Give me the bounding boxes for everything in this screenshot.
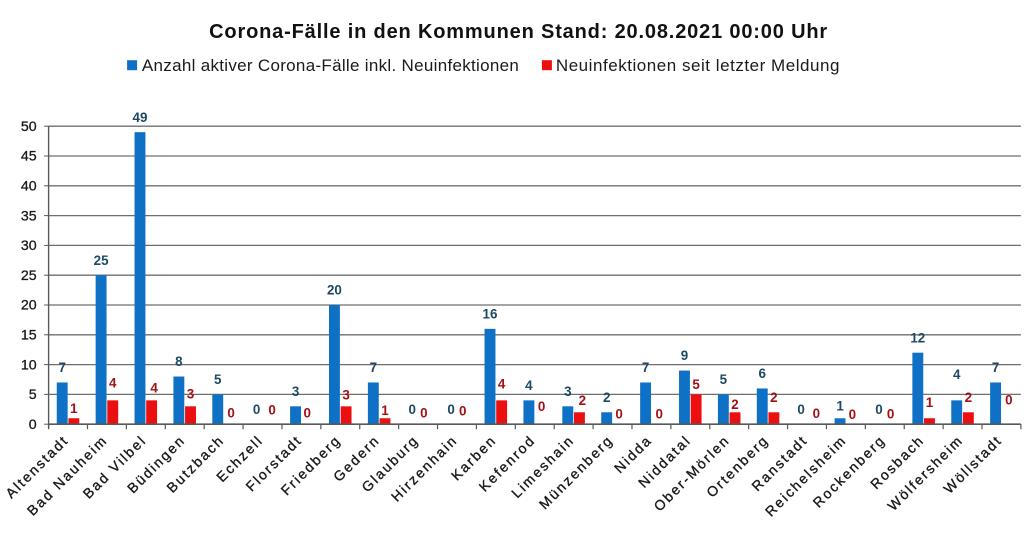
svg-text:0: 0: [656, 407, 663, 422]
svg-text:20: 20: [21, 298, 37, 314]
svg-text:0: 0: [447, 402, 454, 417]
svg-text:0: 0: [268, 403, 275, 418]
svg-text:6: 6: [759, 366, 766, 381]
svg-text:7: 7: [992, 360, 999, 375]
svg-text:2: 2: [731, 397, 738, 412]
svg-text:4: 4: [150, 380, 158, 395]
svg-text:4: 4: [109, 376, 117, 391]
svg-text:0: 0: [1005, 393, 1012, 408]
svg-text:0: 0: [227, 406, 234, 421]
svg-text:50: 50: [21, 119, 37, 135]
svg-text:25: 25: [94, 253, 109, 268]
svg-text:0: 0: [303, 406, 310, 421]
svg-text:0: 0: [29, 417, 37, 433]
svg-text:7: 7: [58, 360, 65, 375]
svg-text:2: 2: [603, 390, 610, 405]
svg-text:12: 12: [910, 330, 925, 345]
svg-text:3: 3: [292, 384, 299, 399]
svg-text:1: 1: [381, 403, 389, 418]
svg-text:40: 40: [21, 179, 37, 195]
svg-text:7: 7: [370, 360, 377, 375]
svg-text:0: 0: [875, 402, 882, 417]
svg-text:0: 0: [408, 402, 415, 417]
svg-text:49: 49: [133, 110, 148, 125]
svg-text:2: 2: [579, 393, 586, 408]
svg-text:15: 15: [21, 328, 37, 344]
svg-text:Corona-Fälle in den Kommunen S: Corona-Fälle in den Kommunen Stand: 20.0…: [209, 21, 828, 43]
svg-text:0: 0: [538, 399, 545, 414]
svg-text:0: 0: [797, 402, 804, 417]
svg-text:16: 16: [483, 306, 498, 321]
svg-text:10: 10: [21, 357, 37, 373]
svg-text:4: 4: [498, 377, 506, 392]
svg-text:45: 45: [21, 149, 37, 165]
svg-text:7: 7: [642, 360, 649, 375]
svg-text:0: 0: [253, 402, 260, 417]
svg-text:0: 0: [887, 407, 894, 422]
svg-text:9: 9: [681, 348, 688, 363]
svg-text:2: 2: [770, 390, 777, 405]
svg-text:0: 0: [459, 404, 466, 419]
svg-text:2: 2: [965, 390, 972, 405]
svg-text:0: 0: [615, 406, 622, 421]
svg-text:25: 25: [21, 268, 37, 284]
svg-text:0: 0: [813, 406, 820, 421]
svg-text:5: 5: [214, 372, 222, 387]
svg-text:5: 5: [692, 377, 700, 392]
svg-text:3: 3: [342, 388, 349, 403]
svg-text:1: 1: [70, 401, 78, 416]
svg-text:1: 1: [836, 399, 844, 414]
svg-text:30: 30: [21, 238, 37, 254]
svg-text:3: 3: [564, 384, 571, 399]
svg-text:5: 5: [29, 387, 37, 403]
svg-text:4: 4: [525, 378, 533, 393]
svg-text:3: 3: [187, 386, 194, 401]
svg-text:4: 4: [953, 367, 961, 382]
svg-text:Anzahl aktiver Corona-Fälle in: Anzahl aktiver Corona-Fälle inkl. Neuinf…: [142, 56, 519, 75]
svg-text:0: 0: [420, 405, 427, 420]
svg-text:35: 35: [21, 208, 37, 224]
svg-text:Neuinfektionen seit letzter Me: Neuinfektionen seit letzter Meldung: [556, 56, 840, 75]
svg-text:8: 8: [175, 354, 183, 369]
svg-text:5: 5: [720, 372, 728, 387]
svg-text:1: 1: [926, 395, 934, 410]
svg-text:0: 0: [849, 407, 856, 422]
svg-text:20: 20: [327, 283, 342, 298]
